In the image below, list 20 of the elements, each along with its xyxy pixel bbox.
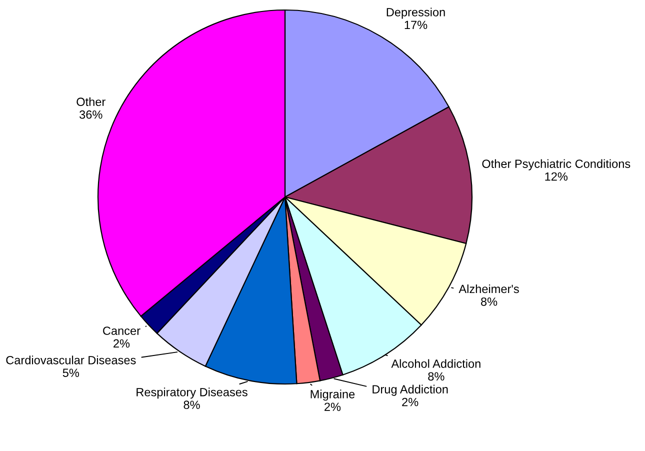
slice-label: Respiratory Diseases (136, 388, 248, 399)
data-label: 8% (481, 297, 498, 306)
slice-label: Drug Addiction (372, 384, 448, 396)
slice-label: Other (76, 97, 106, 106)
slice-label: Other Psychiatric Conditions (482, 159, 630, 170)
slice-label: Cardiovascular Diseases (6, 356, 136, 364)
slice-label: Migraine (310, 390, 355, 401)
data-label: 17% (404, 20, 428, 30)
data-label: 2% (402, 398, 418, 406)
slice-label: Alcohol Addiction (391, 359, 480, 368)
data-label: 5% (62, 368, 80, 378)
slice-label: Depression (386, 8, 445, 19)
data-label: 8% (428, 372, 444, 381)
data-label: 36% (80, 110, 102, 119)
slice-label: Cancer (103, 326, 140, 335)
data-label: 8% (184, 400, 200, 410)
data-label: 12% (545, 172, 568, 181)
data-label: 2% (324, 402, 341, 412)
slice-label: Alzheimer's (458, 284, 519, 294)
data-label: 2% (114, 339, 130, 348)
